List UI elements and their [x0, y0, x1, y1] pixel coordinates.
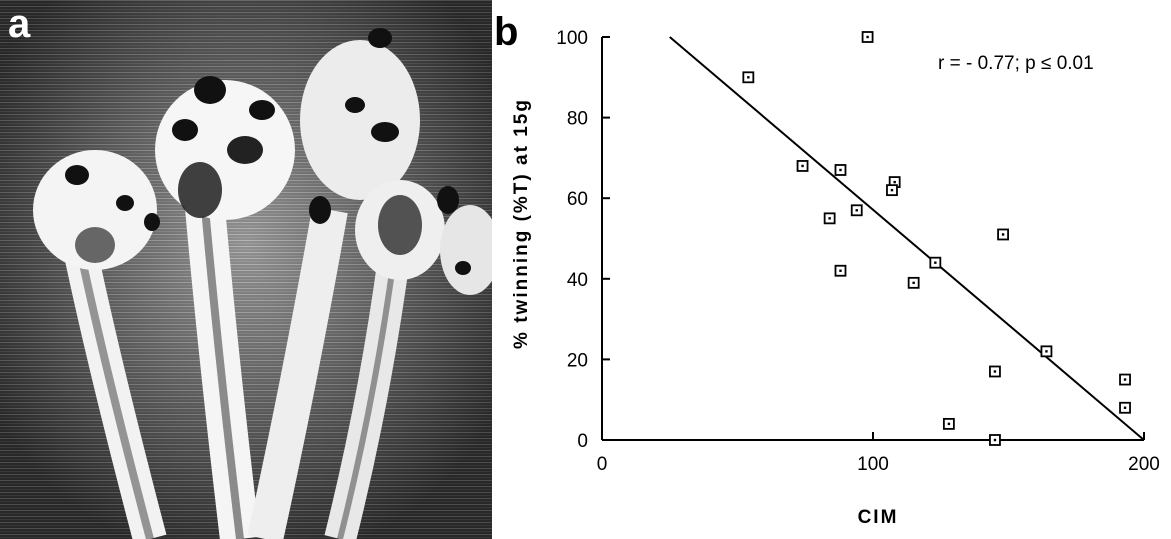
regression-line	[669, 36, 1145, 441]
y-tick-label: 20	[567, 350, 588, 371]
data-point	[989, 365, 1001, 378]
data-point	[742, 71, 755, 84]
data-point	[1119, 373, 1131, 386]
y-tick-label: 0	[577, 431, 588, 452]
data-point	[886, 184, 898, 197]
x-tick-label: 100	[857, 454, 889, 475]
x-tick-label: 0	[597, 454, 608, 475]
data-point	[929, 256, 942, 269]
axis-ticks: 0 100 200 0 20 40 60 80 100	[556, 28, 1160, 475]
data-point	[942, 417, 955, 430]
correlation-annotation: r = - 0.77; p ≤ 0.01	[938, 53, 1094, 74]
panel-a-label: a	[8, 2, 31, 46]
micrograph-panel	[0, 0, 492, 539]
data-point	[796, 160, 809, 172]
data-point	[861, 31, 874, 43]
data-point	[997, 228, 1009, 241]
y-tick-label: 40	[567, 270, 588, 291]
data-point	[1040, 345, 1053, 358]
x-axis-title: CIM	[858, 507, 899, 528]
micrograph-image	[0, 0, 492, 539]
data-point	[989, 434, 1001, 446]
panel-b-label: b	[494, 10, 519, 54]
data-point	[834, 164, 847, 176]
y-axis-title: % twinning (%T) at 15g	[511, 98, 532, 349]
data-point	[907, 276, 920, 289]
x-tick-label: 200	[1128, 454, 1160, 475]
data-point	[834, 264, 847, 277]
y-tick-label: 100	[556, 28, 588, 49]
data-point	[823, 212, 836, 225]
data-point	[1119, 401, 1131, 414]
data-points	[742, 31, 1131, 446]
y-tick-label: 80	[567, 109, 588, 130]
data-point	[850, 204, 863, 217]
y-tick-label: 60	[567, 189, 588, 210]
